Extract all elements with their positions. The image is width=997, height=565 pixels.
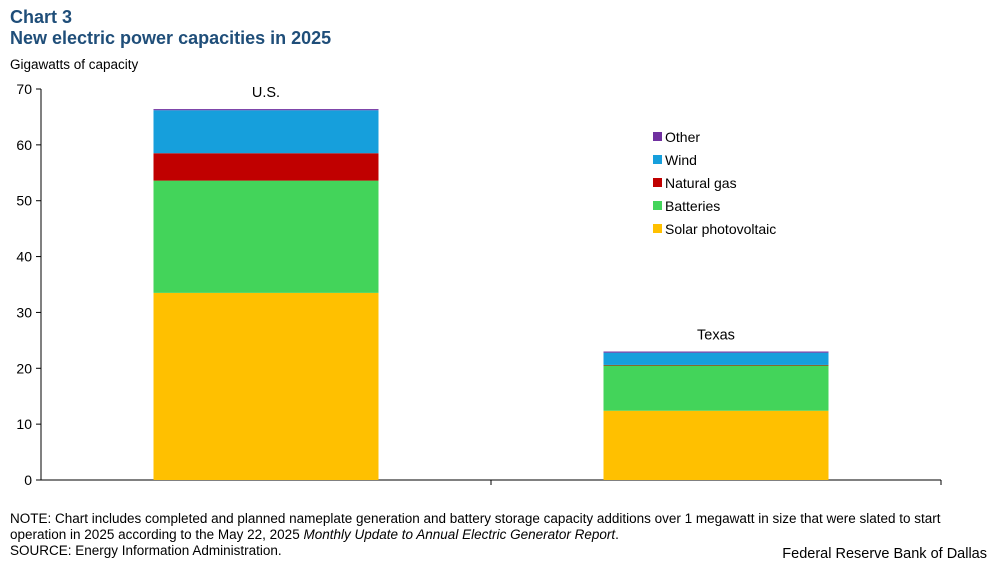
y-tick-label: 10 — [16, 416, 32, 432]
bar-segment-batteries — [603, 365, 829, 411]
y-tick-label: 0 — [24, 472, 32, 488]
note-end: . — [615, 527, 619, 542]
bar-segment-solar-photovoltaic — [603, 410, 829, 480]
legend-swatch — [653, 132, 662, 141]
y-tick-label: 50 — [16, 193, 32, 209]
brand-credit: Federal Reserve Bank of Dallas — [782, 546, 987, 562]
legend-swatch — [653, 201, 662, 210]
legend-label: Other — [665, 129, 700, 145]
note-report-title: Monthly Update to Annual Electric Genera… — [303, 527, 616, 542]
legend-swatch — [653, 224, 662, 233]
y-tick-label: 70 — [16, 81, 32, 97]
chart-note: NOTE: Chart includes completed and plann… — [10, 511, 985, 543]
y-tick-label: 20 — [16, 360, 32, 376]
y-tick-label: 30 — [16, 304, 32, 320]
legend-swatch — [653, 155, 662, 164]
bar-segment-natural-gas — [153, 153, 379, 181]
bar-category-label: U.S. — [252, 85, 280, 101]
note-text: NOTE: Chart includes completed and plann… — [10, 511, 941, 542]
legend-swatch — [653, 178, 662, 187]
legend-label: Wind — [665, 152, 697, 168]
y-tick-label: 40 — [16, 249, 32, 265]
source-line: SOURCE: Energy Information Administratio… — [10, 543, 282, 558]
y-tick-label: 60 — [16, 137, 32, 153]
legend-label: Batteries — [665, 198, 720, 214]
bar-segment-solar-photovoltaic — [153, 292, 379, 480]
bar-segment-wind — [603, 352, 829, 365]
chart-title: New electric power capacities in 2025 — [10, 28, 332, 48]
stacked-bar-chart: 0 10 20 30 40 50 60 70 U.S. Texas Other Wind Natural… — [16, 81, 942, 488]
title-block: Chart 3 New electric power capacities in… — [10, 7, 331, 49]
bar-segment-natural-gas — [603, 364, 829, 366]
bar-segment-wind — [153, 110, 379, 154]
bar-segment-other — [153, 109, 379, 111]
bar-segment-other — [603, 351, 829, 353]
bar-segment-batteries — [153, 180, 379, 293]
legend-label: Solar photovoltaic — [665, 221, 776, 237]
legend-label: Natural gas — [665, 175, 737, 191]
y-axis-unit-label: Gigawatts of capacity — [10, 57, 139, 72]
chart-number: Chart 3 — [10, 7, 73, 27]
bar-category-label: Texas — [697, 328, 735, 344]
